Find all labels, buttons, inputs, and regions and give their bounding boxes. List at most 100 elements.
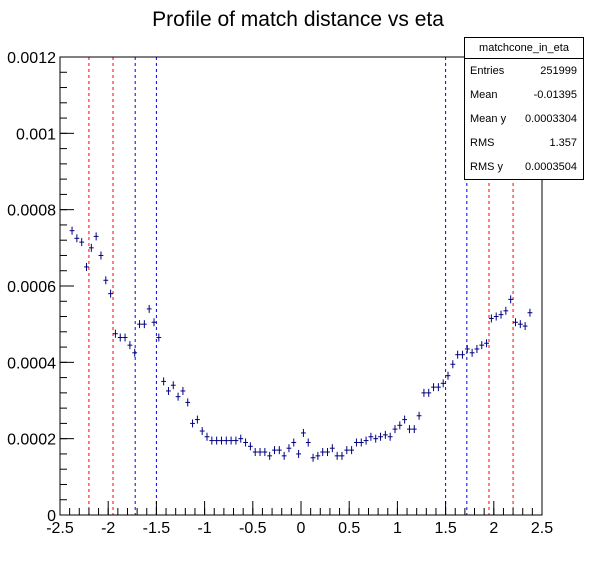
data-point xyxy=(469,348,475,357)
data-point xyxy=(296,449,301,458)
data-point xyxy=(411,425,417,434)
data-point xyxy=(426,388,432,397)
data-point xyxy=(325,448,330,457)
data-point xyxy=(387,432,393,441)
data-point xyxy=(440,379,446,388)
data-point xyxy=(127,341,133,350)
data-point xyxy=(431,383,436,392)
x-tick-label: 2 xyxy=(489,520,498,537)
data-point xyxy=(503,306,509,315)
x-tick-label: -2 xyxy=(101,520,115,537)
data-point xyxy=(209,436,215,445)
x-tick-label: 1 xyxy=(393,520,402,537)
data-point xyxy=(498,310,504,319)
data-point xyxy=(194,415,200,424)
data-point xyxy=(132,348,138,357)
data-point xyxy=(291,438,297,447)
data-point xyxy=(310,453,316,462)
stats-value: -0.01395 xyxy=(533,89,577,101)
data-point xyxy=(276,446,282,455)
data-point xyxy=(474,344,480,353)
data-point xyxy=(527,308,533,317)
y-tick-label: 0 xyxy=(47,508,56,525)
data-point xyxy=(421,388,427,397)
data-point xyxy=(378,432,383,441)
x-tick-label: 2.5 xyxy=(531,520,553,537)
data-point xyxy=(113,329,118,338)
data-point xyxy=(238,434,244,443)
data-point xyxy=(151,318,157,327)
data-point xyxy=(329,444,335,453)
data-point xyxy=(69,226,75,235)
y-axis: 0 0.0002 0.0004 0.0006 0.0008 0.001 0.0012 xyxy=(7,50,74,525)
y-tick-label: 0.001 xyxy=(16,126,56,143)
vertical-lines xyxy=(88,57,514,515)
data-point xyxy=(339,451,345,460)
data-point xyxy=(344,446,350,455)
y-tick-label: 0.0012 xyxy=(7,50,56,67)
data-point xyxy=(301,428,306,437)
data-point xyxy=(190,419,195,428)
data-point xyxy=(373,434,379,443)
y-tick-label: 0.0006 xyxy=(7,279,56,296)
data-point xyxy=(233,436,239,445)
data-points xyxy=(69,226,533,462)
data-point xyxy=(161,377,167,386)
data-point xyxy=(204,432,210,441)
data-point xyxy=(349,446,355,455)
data-point xyxy=(79,238,85,247)
data-point xyxy=(407,425,412,434)
data-point xyxy=(137,320,142,329)
x-tick-label: -2.5 xyxy=(46,520,74,537)
x-tick-label: 0 xyxy=(297,520,306,537)
stats-value: 1.357 xyxy=(549,137,577,149)
data-point xyxy=(185,398,191,407)
data-point xyxy=(122,333,128,342)
data-point xyxy=(464,344,470,353)
data-point xyxy=(455,350,461,359)
data-point xyxy=(488,314,494,323)
stats-value: 0.0003504 xyxy=(525,161,577,173)
data-point xyxy=(88,243,94,252)
data-point xyxy=(484,339,489,348)
data-point xyxy=(199,427,205,436)
stats-row-entries: Entries 251999 xyxy=(465,59,583,83)
data-point xyxy=(146,304,152,313)
data-point xyxy=(450,360,456,369)
data-point xyxy=(223,436,229,445)
data-point xyxy=(363,436,369,445)
data-point xyxy=(315,451,321,460)
data-point xyxy=(354,438,359,447)
data-point xyxy=(305,438,311,447)
data-point xyxy=(479,341,485,350)
data-point xyxy=(445,371,451,380)
data-point xyxy=(382,430,388,439)
data-point xyxy=(272,446,277,455)
y-tick-label: 0.0002 xyxy=(7,432,56,449)
data-point xyxy=(281,451,287,460)
data-point xyxy=(493,312,499,321)
data-point xyxy=(228,436,234,445)
x-tick-label: -1.5 xyxy=(143,520,171,537)
data-point xyxy=(98,251,104,260)
x-tick-label: 0.5 xyxy=(338,520,360,537)
stats-box-title: matchcone_in_eta xyxy=(465,38,583,59)
data-point xyxy=(219,436,224,445)
data-point xyxy=(74,234,80,243)
data-point xyxy=(257,448,263,457)
data-point xyxy=(320,448,326,457)
stats-box: matchcone_in_eta Entries 251999 Mean -0.… xyxy=(464,37,584,180)
stats-value: 251999 xyxy=(540,65,577,77)
data-point xyxy=(252,448,258,457)
data-point xyxy=(141,320,147,329)
stats-row-rms: RMS 1.357 xyxy=(465,131,583,155)
x-tick-label: -0.5 xyxy=(239,520,267,537)
data-point xyxy=(108,289,114,298)
stats-label: Mean y xyxy=(470,113,507,125)
data-point xyxy=(166,386,171,395)
data-point xyxy=(175,392,181,401)
data-point xyxy=(508,295,514,304)
data-point xyxy=(397,421,403,430)
data-point xyxy=(267,451,273,460)
